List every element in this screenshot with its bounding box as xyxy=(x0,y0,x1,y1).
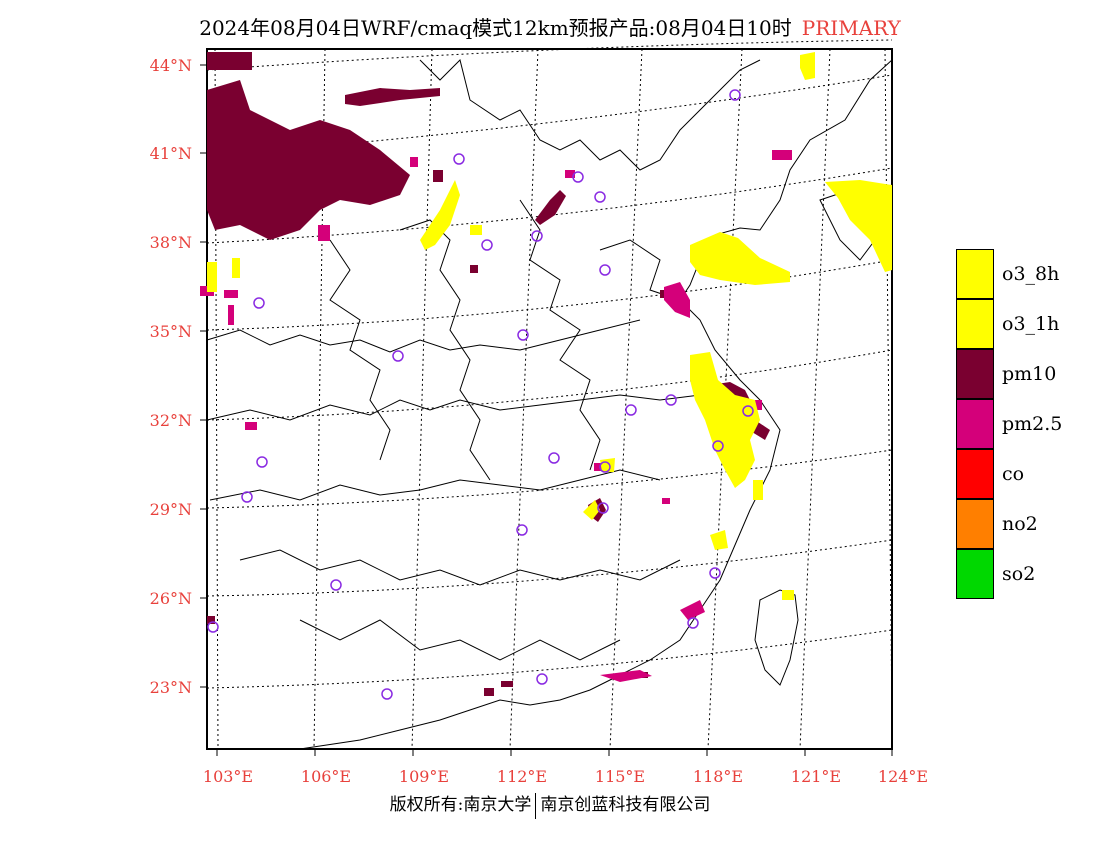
legend-label: no2 xyxy=(1002,513,1038,535)
latitude-labels: 44°N 41°N 38°N 35°N 32°N 29°N 26°N 23°N xyxy=(150,56,192,697)
legend-swatch xyxy=(956,399,994,449)
lat-label-38: 38°N xyxy=(150,233,192,252)
longitude-labels: 103°E 106°E 109°E 112°E 115°E 118°E 121°… xyxy=(203,767,928,786)
primary-tag: PRIMARY xyxy=(801,16,901,40)
legend-label: so2 xyxy=(1002,563,1036,585)
lat-label-23: 23°N xyxy=(150,678,192,697)
legend-label: o3_1h xyxy=(1002,313,1060,335)
copyright-right: 南京创蓝科技有限公司 xyxy=(540,795,711,815)
lat-label-44: 44°N xyxy=(150,56,192,75)
lon-label-109: 109°E xyxy=(399,767,449,786)
legend-swatch xyxy=(956,249,994,299)
lon-label-112: 112°E xyxy=(497,767,547,786)
copyright-footer: 版权所有:南京大学 南京创蓝科技有限公司 xyxy=(0,790,1100,819)
footer-divider xyxy=(535,792,537,819)
legend-swatch xyxy=(956,449,994,499)
pm25-areas xyxy=(200,150,792,682)
lat-label-26: 26°N xyxy=(150,589,192,608)
lon-label-106: 106°E xyxy=(301,767,351,786)
lat-label-41: 41°N xyxy=(150,144,192,163)
title-text: 2024年08月04日WRF/cmaq模式12km预报产品:08月04日10时 xyxy=(199,16,792,40)
legend-swatch xyxy=(956,549,994,599)
copyright-left: 版权所有:南京大学 xyxy=(389,795,532,815)
legend-swatch xyxy=(956,499,994,549)
lat-label-29: 29°N xyxy=(150,500,192,519)
legend-label: co xyxy=(1002,463,1025,485)
map-title: 2024年08月04日WRF/cmaq模式12km预报产品:08月04日10时 P… xyxy=(0,12,1100,41)
lon-label-118: 118°E xyxy=(693,767,743,786)
lon-label-103: 103°E xyxy=(203,767,253,786)
lon-label-121: 121°E xyxy=(791,767,841,786)
lat-label-35: 35°N xyxy=(150,322,192,341)
lon-label-124: 124°E xyxy=(878,767,928,786)
legend-label: pm10 xyxy=(1002,363,1057,385)
legend-swatch xyxy=(956,349,994,399)
legend-swatch xyxy=(956,299,994,349)
legend-label: o3_8h xyxy=(1002,263,1060,285)
legend-label: pm2.5 xyxy=(1002,413,1063,435)
lat-label-32: 32°N xyxy=(150,411,192,430)
tick-marks xyxy=(200,64,893,756)
lon-label-115: 115°E xyxy=(595,767,645,786)
station-markers xyxy=(207,89,754,700)
